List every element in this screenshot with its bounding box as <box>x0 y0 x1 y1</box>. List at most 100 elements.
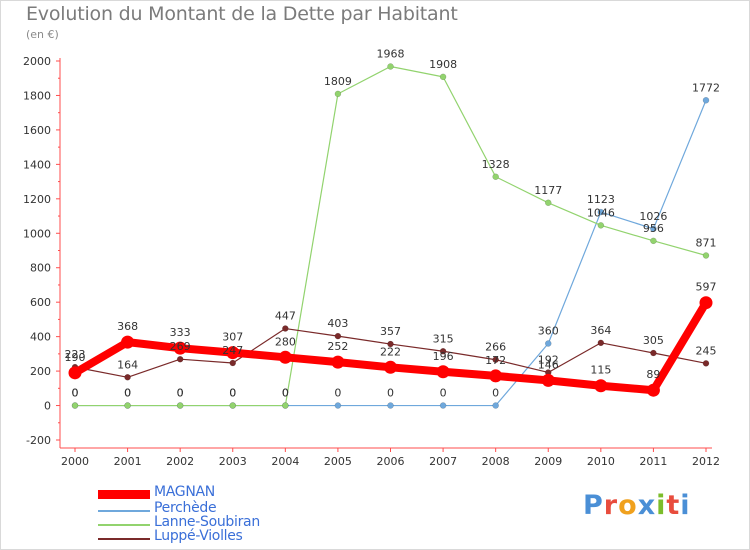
data-point <box>124 374 131 381</box>
y-tick-label: 2000 <box>23 55 51 68</box>
data-label: 1809 <box>324 75 352 88</box>
legend-label: Lanne-Soubiran <box>154 514 260 530</box>
data-label: 0 <box>334 387 341 400</box>
data-label: 0 <box>229 387 236 400</box>
data-label: 1968 <box>377 48 405 61</box>
data-label: 357 <box>380 325 401 338</box>
y-tick-label: 1000 <box>23 227 51 240</box>
x-tick-label: 2010 <box>587 455 615 468</box>
x-tick-label: 2004 <box>271 455 299 468</box>
x-tick-label: 2002 <box>166 455 194 468</box>
data-label: 1046 <box>587 206 615 219</box>
series-layer <box>68 63 713 409</box>
x-tick-label: 2009 <box>534 455 562 468</box>
y-tick-label: -200 <box>26 434 51 447</box>
data-point <box>439 402 447 409</box>
data-label: 368 <box>117 320 138 333</box>
legend-label: MAGNAN <box>154 484 215 500</box>
data-point <box>597 222 605 229</box>
x-tick-label: 2005 <box>324 455 352 468</box>
y-tick-label: 1200 <box>23 193 51 206</box>
data-point <box>68 366 82 380</box>
data-point <box>489 369 503 383</box>
data-label: 164 <box>117 358 138 371</box>
data-label: 0 <box>124 387 131 400</box>
data-label: 0 <box>229 387 236 400</box>
data-labels-layer: 190 368 333 307 280 252 222 196 172 146 115 89 597 0 0… <box>65 48 721 400</box>
data-point <box>278 350 292 364</box>
data-label: 89 <box>646 368 660 381</box>
data-label: 597 <box>696 281 717 294</box>
data-label: 0 <box>124 387 131 400</box>
data-label: 871 <box>696 236 717 249</box>
logo-letter: o <box>618 490 638 521</box>
data-point <box>334 332 342 340</box>
data-point <box>545 340 552 347</box>
legend-label: Perchède <box>154 500 217 516</box>
data-point <box>71 402 79 409</box>
data-label: 190 <box>65 351 86 364</box>
data-label: 269 <box>170 340 191 353</box>
logo-letter: i <box>680 490 691 521</box>
data-label: 0 <box>387 387 394 400</box>
data-point <box>439 73 447 81</box>
x-tick-label: 2011 <box>639 455 667 468</box>
y-tick-label: 0 <box>44 400 51 413</box>
data-point <box>387 402 394 409</box>
data-label: 266 <box>485 341 506 354</box>
y-tick-label: 200 <box>30 365 51 378</box>
data-point <box>650 225 657 233</box>
x-tick-label: 2008 <box>482 455 510 468</box>
legend-swatch <box>98 538 150 540</box>
data-point <box>331 355 345 369</box>
logo-letter: t <box>666 490 681 521</box>
data-label: 0 <box>72 387 79 400</box>
logo-letter: x <box>637 490 657 521</box>
data-label: 223 <box>65 348 86 361</box>
y-tick-label: 1800 <box>23 89 51 102</box>
data-point <box>702 252 710 259</box>
data-label: 1177 <box>534 184 562 197</box>
data-point <box>436 365 450 379</box>
data-label: 0 <box>492 387 499 400</box>
data-label: 280 <box>275 335 296 348</box>
data-point <box>646 383 660 397</box>
data-label: 192 <box>538 353 559 366</box>
data-point <box>282 402 289 409</box>
x-tick-label: 2003 <box>219 455 247 468</box>
data-point <box>282 325 289 332</box>
x-tick-label: 2001 <box>114 455 142 468</box>
data-point <box>439 348 447 355</box>
data-label: 403 <box>327 317 348 330</box>
y-tick-label: 1600 <box>23 124 51 137</box>
data-label: 1772 <box>692 81 720 94</box>
data-label: 360 <box>538 325 559 338</box>
data-label: 247 <box>222 344 243 357</box>
data-point <box>176 355 184 363</box>
data-point <box>176 402 184 409</box>
legend-swatch <box>98 524 150 526</box>
data-label: 956 <box>643 222 664 235</box>
x-tick-label: 2007 <box>429 455 457 468</box>
data-label: 333 <box>170 326 191 339</box>
data-label: 0 <box>440 387 447 400</box>
data-point <box>597 208 605 216</box>
data-label: 1908 <box>429 58 457 71</box>
data-label: 305 <box>643 334 664 347</box>
proxiti-logo: Proxiti <box>583 490 691 521</box>
data-point <box>650 237 657 245</box>
data-label: 315 <box>433 332 454 345</box>
data-point <box>226 346 240 360</box>
data-label: 0 <box>72 387 79 400</box>
logo-letter: r <box>603 490 619 521</box>
legend-swatch <box>98 490 150 499</box>
data-label: 245 <box>696 344 717 357</box>
y-tick-label: 400 <box>30 331 51 344</box>
data-label: 1026 <box>639 210 667 223</box>
data-label: 196 <box>433 350 454 363</box>
logo-letter: P <box>583 490 604 521</box>
data-point <box>384 360 397 374</box>
data-point <box>699 296 713 310</box>
data-point <box>387 340 394 348</box>
